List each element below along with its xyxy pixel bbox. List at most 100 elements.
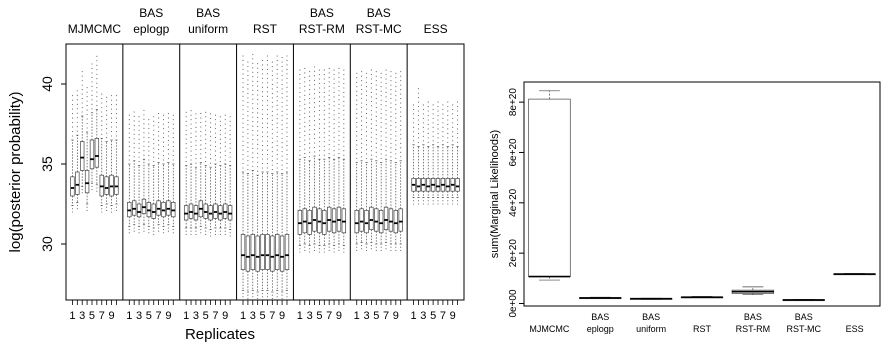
- outlier-point: [286, 82, 288, 84]
- outlier-point: [276, 145, 278, 147]
- outlier-point: [370, 74, 372, 76]
- outlier-point: [172, 114, 174, 116]
- outlier-point: [304, 153, 306, 155]
- x-tick-label: 1: [354, 310, 360, 322]
- outlier-point: [252, 76, 254, 78]
- outlier-point: [385, 136, 387, 138]
- outlier-point: [252, 125, 254, 127]
- outlier-point: [365, 90, 368, 92]
- outlier-point: [365, 144, 368, 146]
- outlier-point: [427, 123, 429, 126]
- outlier-point: [257, 94, 259, 96]
- outlier-point: [195, 135, 197, 137]
- outlier-point: [432, 126, 434, 128]
- outlier-point: [195, 144, 197, 146]
- outlier-point: [138, 147, 140, 149]
- outlier-point: [395, 122, 397, 124]
- outlier-point: [185, 161, 187, 163]
- outlier-point: [309, 80, 311, 82]
- outlier-point: [365, 99, 368, 101]
- outlier-point: [266, 64, 268, 66]
- outlier-point: [328, 76, 330, 78]
- outlier-point: [133, 124, 135, 126]
- outlier-point: [370, 91, 372, 94]
- outlier-point: [167, 130, 169, 133]
- outlier-point: [162, 150, 165, 152]
- outlier-point: [432, 122, 434, 124]
- outlier-point: [380, 130, 382, 133]
- outlier-point: [432, 113, 434, 115]
- outlier-point: [96, 78, 98, 80]
- outlier-point: [266, 122, 268, 124]
- outlier-point: [276, 82, 278, 84]
- outlier-point: [262, 104, 264, 106]
- outlier-point: [304, 72, 306, 74]
- outlier-point: [318, 105, 320, 107]
- outlier-point: [162, 232, 165, 234]
- outlier-point: [200, 232, 202, 234]
- outlier-point: [413, 200, 415, 202]
- outlier-point: [338, 85, 340, 87]
- outlier-point: [299, 136, 301, 138]
- panel-title: uniform: [188, 22, 228, 36]
- outlier-point: [271, 128, 273, 130]
- outlier-point: [172, 137, 174, 139]
- outlier-point: [328, 135, 330, 137]
- outlier-point: [309, 115, 311, 118]
- outlier-point: [167, 122, 169, 124]
- outlier-point: [271, 124, 273, 126]
- outlier-point: [395, 126, 397, 128]
- panel-title: ESS: [424, 22, 448, 36]
- outlier-point: [356, 153, 358, 155]
- outlier-point: [153, 134, 155, 136]
- outlier-point: [271, 106, 273, 108]
- outlier-point: [76, 99, 78, 101]
- outlier-point: [172, 159, 174, 161]
- outlier-point: [143, 141, 145, 143]
- outlier-point: [422, 122, 424, 124]
- outlier-point: [205, 116, 207, 118]
- outlier-point: [370, 109, 372, 111]
- outlier-point: [247, 137, 249, 139]
- outlier-point: [309, 89, 311, 91]
- outlier-point: [338, 112, 340, 114]
- outlier-point: [417, 137, 420, 139]
- outlier-point: [313, 142, 316, 144]
- outlier-point: [133, 147, 135, 149]
- outlier-point: [247, 101, 249, 103]
- outlier-point: [115, 113, 117, 115]
- outlier-point: [309, 120, 311, 122]
- outlier-point: [286, 59, 288, 62]
- x-tick-label: 9: [165, 310, 171, 322]
- outlier-point: [172, 154, 174, 157]
- outlier-point: [380, 148, 382, 150]
- outlier-point: [190, 159, 192, 161]
- outlier-point: [91, 185, 93, 187]
- outlier-point: [229, 138, 231, 140]
- box: [245, 235, 251, 272]
- outlier-point: [400, 98, 402, 100]
- outlier-point: [106, 114, 108, 116]
- outlier-point: [457, 128, 459, 130]
- outlier-point: [328, 90, 330, 92]
- outlier-point: [252, 293, 254, 295]
- outlier-point: [162, 132, 165, 134]
- outlier-point: [390, 102, 392, 104]
- outlier-point: [400, 75, 402, 77]
- outlier-point: [242, 145, 244, 147]
- outlier-point: [252, 58, 254, 60]
- outlier-point: [242, 91, 244, 93]
- outlier-point: [153, 143, 155, 145]
- outlier-point: [271, 169, 273, 171]
- outlier-point: [153, 233, 155, 235]
- outlier-point: [252, 161, 254, 163]
- outlier-point: [299, 132, 301, 134]
- outlier-point: [190, 150, 192, 152]
- outlier-point: [115, 126, 117, 128]
- outlier-point: [338, 81, 340, 83]
- outlier-point: [271, 115, 273, 117]
- outlier-point: [361, 71, 363, 73]
- outlier-point: [457, 119, 459, 121]
- outlier-point: [133, 227, 135, 229]
- outlier-point: [190, 132, 192, 134]
